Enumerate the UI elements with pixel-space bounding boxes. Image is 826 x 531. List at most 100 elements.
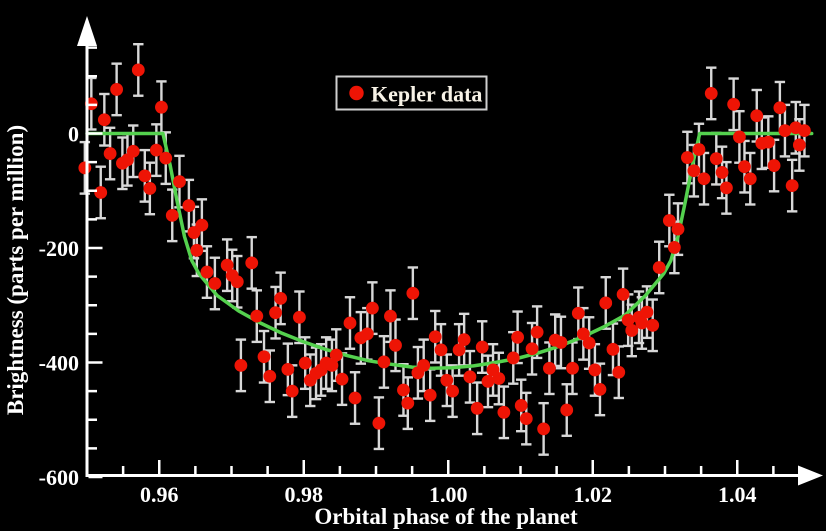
data-point bbox=[792, 138, 806, 152]
data-point bbox=[457, 333, 471, 346]
data-point bbox=[200, 265, 214, 279]
data-point bbox=[329, 348, 343, 362]
data-point bbox=[692, 143, 706, 156]
data-point bbox=[481, 374, 495, 388]
data-point bbox=[434, 343, 448, 357]
x-axis-title: Orbital phase of the planet bbox=[314, 504, 578, 529]
data-point bbox=[743, 172, 757, 186]
y-tick-label: -200 bbox=[39, 236, 79, 261]
data-point bbox=[621, 313, 635, 327]
x-tick-label: 1.02 bbox=[574, 482, 613, 507]
data-point bbox=[582, 336, 596, 350]
data-point bbox=[155, 100, 168, 114]
data-point bbox=[230, 275, 244, 289]
data-point bbox=[384, 309, 397, 323]
data-point bbox=[452, 343, 466, 357]
data-point bbox=[173, 175, 186, 188]
data-point bbox=[126, 144, 140, 158]
x-tick-label: 1.00 bbox=[429, 482, 468, 507]
data-point bbox=[343, 316, 357, 330]
data-point bbox=[537, 422, 551, 436]
data-point bbox=[709, 152, 723, 166]
data-point bbox=[492, 372, 506, 385]
data-point bbox=[149, 143, 163, 157]
data-point bbox=[401, 396, 415, 410]
y-axis-title: Brightness (parts per million) bbox=[3, 125, 28, 415]
data-point bbox=[497, 405, 511, 419]
data-point bbox=[738, 160, 751, 174]
data-point bbox=[750, 109, 764, 123]
data-point bbox=[715, 166, 729, 179]
data-point bbox=[348, 391, 362, 405]
x-tick-label: 0.98 bbox=[285, 482, 324, 507]
data-point bbox=[720, 181, 733, 195]
data-point bbox=[475, 340, 489, 354]
data-point bbox=[506, 351, 520, 365]
data-point bbox=[798, 124, 811, 138]
y-tick-label: -600 bbox=[39, 465, 79, 490]
x-tick-label: 0.96 bbox=[140, 482, 179, 507]
data-point bbox=[463, 370, 477, 384]
data-point bbox=[165, 208, 179, 222]
data-point bbox=[652, 261, 666, 274]
data-point bbox=[110, 83, 124, 96]
data-points-layer bbox=[78, 63, 811, 436]
data-point bbox=[566, 361, 579, 375]
data-point bbox=[372, 416, 386, 430]
data-point bbox=[97, 113, 111, 127]
data-point bbox=[274, 291, 288, 305]
data-point bbox=[560, 403, 574, 417]
data-point bbox=[606, 342, 620, 356]
x-tick-label: 1.04 bbox=[718, 482, 757, 507]
data-point bbox=[525, 342, 539, 356]
data-point bbox=[195, 218, 209, 232]
model-curve bbox=[85, 131, 814, 370]
data-point bbox=[220, 258, 234, 272]
data-point bbox=[767, 159, 781, 172]
data-point bbox=[671, 222, 685, 236]
data-point bbox=[208, 277, 222, 290]
y-tick-label: -400 bbox=[39, 351, 79, 376]
data-point bbox=[423, 388, 437, 402]
model-curve-layer bbox=[85, 131, 814, 370]
data-point bbox=[773, 101, 787, 115]
data-point bbox=[646, 318, 660, 332]
data-point bbox=[662, 214, 676, 227]
data-point bbox=[599, 296, 613, 310]
data-point bbox=[406, 286, 420, 300]
data-point bbox=[190, 243, 204, 257]
data-point bbox=[234, 358, 248, 372]
data-point bbox=[470, 401, 484, 415]
data-point bbox=[245, 256, 259, 270]
data-point bbox=[667, 241, 681, 254]
data-point bbox=[519, 412, 533, 426]
data-point bbox=[446, 384, 459, 398]
data-point bbox=[159, 151, 173, 165]
data-point bbox=[389, 338, 402, 352]
data-point bbox=[571, 306, 585, 320]
data-point bbox=[697, 172, 711, 186]
data-point bbox=[543, 361, 556, 375]
data-point bbox=[269, 306, 282, 320]
data-point bbox=[588, 363, 602, 377]
data-point bbox=[263, 369, 277, 383]
tick-labels-layer: 0.96 0.98 1.00 1.02 1.04 0 -200 -400 -600 bbox=[39, 122, 757, 508]
data-point bbox=[365, 301, 379, 315]
y-tick-label: 0 bbox=[68, 122, 79, 147]
data-point bbox=[593, 383, 607, 396]
data-point bbox=[94, 186, 108, 199]
data-point bbox=[514, 399, 528, 412]
data-point bbox=[298, 356, 312, 370]
legend-marker-icon bbox=[349, 85, 364, 101]
data-point bbox=[616, 287, 630, 301]
data-point bbox=[182, 199, 196, 213]
data-point bbox=[257, 350, 271, 364]
x-axis-arrow-icon bbox=[798, 465, 823, 486]
data-point bbox=[397, 383, 410, 397]
data-point bbox=[360, 327, 374, 341]
data-point bbox=[428, 330, 442, 344]
y-axis-arrow-icon bbox=[77, 16, 97, 46]
data-point bbox=[281, 362, 295, 376]
